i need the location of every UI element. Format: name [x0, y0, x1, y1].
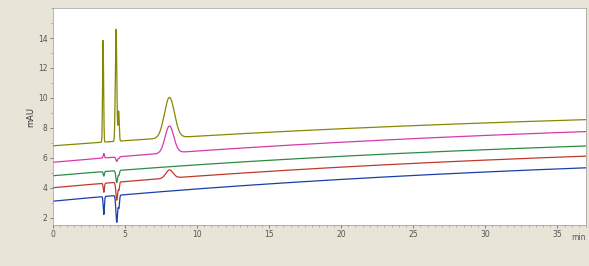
Y-axis label: mAU: mAU	[27, 107, 35, 127]
Text: min: min	[572, 233, 586, 242]
